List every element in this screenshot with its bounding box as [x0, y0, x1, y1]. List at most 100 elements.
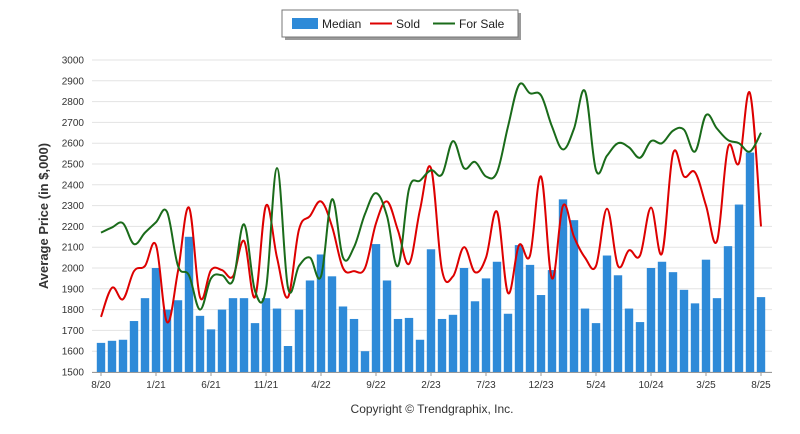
median-bar	[470, 301, 480, 372]
median-bar	[624, 308, 634, 372]
legend-median-swatch	[292, 18, 318, 29]
median-bar	[415, 339, 425, 372]
median-bar	[393, 318, 403, 372]
median-bar	[151, 268, 161, 372]
x-tick-label: 7/23	[476, 380, 496, 391]
median-bar	[679, 289, 689, 372]
median-bar	[96, 342, 106, 372]
x-tick-label: 3/25	[696, 380, 716, 391]
median-bar	[338, 306, 348, 372]
median-bar	[426, 249, 436, 372]
median-bar	[195, 315, 205, 372]
median-bar	[635, 322, 645, 372]
x-tick-label: 9/22	[366, 380, 386, 391]
median-bars	[96, 152, 766, 372]
median-bar	[580, 308, 590, 372]
y-tick-label: 3000	[62, 56, 85, 67]
x-tick-label: 11/21	[254, 380, 279, 391]
median-bar	[745, 152, 755, 372]
sold-line-layer	[100, 91, 762, 324]
median-bar	[668, 272, 678, 372]
median-bar	[481, 278, 491, 372]
copyright-text: Copyright © Trendgraphix, Inc.	[351, 402, 514, 416]
median-bar	[316, 254, 326, 372]
median-bar	[360, 351, 370, 372]
median-bar	[437, 318, 447, 372]
median-bar	[701, 259, 711, 372]
median-bar	[349, 318, 359, 372]
median-bar	[118, 339, 128, 372]
legend: Median Sold For Sale	[281, 9, 521, 40]
median-bar	[492, 261, 502, 372]
median-bar	[294, 309, 304, 372]
median-bar	[327, 276, 337, 372]
median-bar	[613, 275, 623, 372]
for-sale-line	[100, 82, 762, 311]
legend-median-label: Median	[322, 17, 361, 31]
median-bar	[239, 298, 249, 372]
x-axis: 8/20 1/21 6/21 11/21 4/22 9/22 2/23 7/23 12/23 5/…	[91, 372, 772, 391]
median-bar	[657, 261, 667, 372]
y-tick-label: 2100	[62, 243, 85, 254]
y-axis-title: Average Price (in $,000)	[36, 143, 51, 289]
median-bar	[305, 280, 315, 372]
legend-sold-label: Sold	[396, 17, 420, 31]
x-tick-label: 10/24	[638, 380, 663, 391]
sold-line	[100, 91, 762, 324]
median-bar	[536, 295, 546, 372]
median-bar	[514, 245, 524, 372]
x-tick-label: 6/21	[201, 380, 221, 391]
median-bar	[404, 317, 414, 372]
median-bar	[184, 236, 194, 372]
median-bar	[448, 314, 458, 372]
median-bar	[206, 329, 216, 372]
median-bar	[569, 220, 579, 372]
median-bar	[140, 298, 150, 372]
median-bar	[503, 313, 513, 372]
x-tick-label: 8/25	[751, 380, 771, 391]
median-bar	[712, 298, 722, 372]
legend-for-sale-label: For Sale	[459, 17, 505, 31]
median-bar	[283, 346, 293, 372]
legend-box	[281, 9, 519, 38]
median-bar	[217, 309, 227, 372]
median-bar	[162, 309, 172, 372]
median-bar	[250, 323, 260, 372]
y-tick-label: 2800	[62, 97, 85, 108]
median-bar	[272, 308, 282, 372]
y-tick-label: 1900	[62, 284, 85, 295]
x-tick-label: 4/22	[311, 380, 331, 391]
median-bar	[690, 303, 700, 372]
y-tick-label: 2000	[62, 264, 85, 275]
x-tick-label: 1/21	[146, 380, 166, 391]
y-tick-label: 2400	[62, 180, 85, 191]
median-bar	[558, 199, 568, 372]
median-bar	[525, 264, 535, 372]
x-tick-label: 5/24	[586, 380, 606, 391]
y-tick-label: 1600	[62, 347, 85, 358]
median-bar	[459, 268, 469, 372]
median-bar	[382, 280, 392, 372]
median-bar	[371, 244, 381, 372]
median-bar	[646, 268, 656, 372]
y-tick-label: 1700	[62, 326, 85, 337]
median-bar	[173, 300, 183, 372]
y-tick-label: 2200	[62, 222, 85, 233]
x-tick-label: 12/23	[528, 380, 553, 391]
y-tick-label: 2300	[62, 201, 85, 212]
y-tick-label: 2900	[62, 76, 85, 87]
y-tick-label: 1500	[62, 368, 85, 379]
median-bar	[734, 204, 744, 372]
for-sale-line-layer	[100, 82, 762, 311]
x-tick-label: 2/23	[421, 380, 441, 391]
median-bar	[129, 321, 139, 372]
y-axis-ticks: 1500 1600 1700 1800 1900 2000 2100 2200 2300 2400…	[62, 56, 85, 379]
median-bar	[107, 340, 117, 372]
y-tick-label: 2500	[62, 160, 85, 171]
y-tick-label: 2600	[62, 139, 85, 150]
median-bar	[261, 298, 271, 372]
median-bar	[591, 323, 601, 372]
x-tick-label: 8/20	[91, 380, 111, 391]
median-bar	[547, 270, 557, 372]
